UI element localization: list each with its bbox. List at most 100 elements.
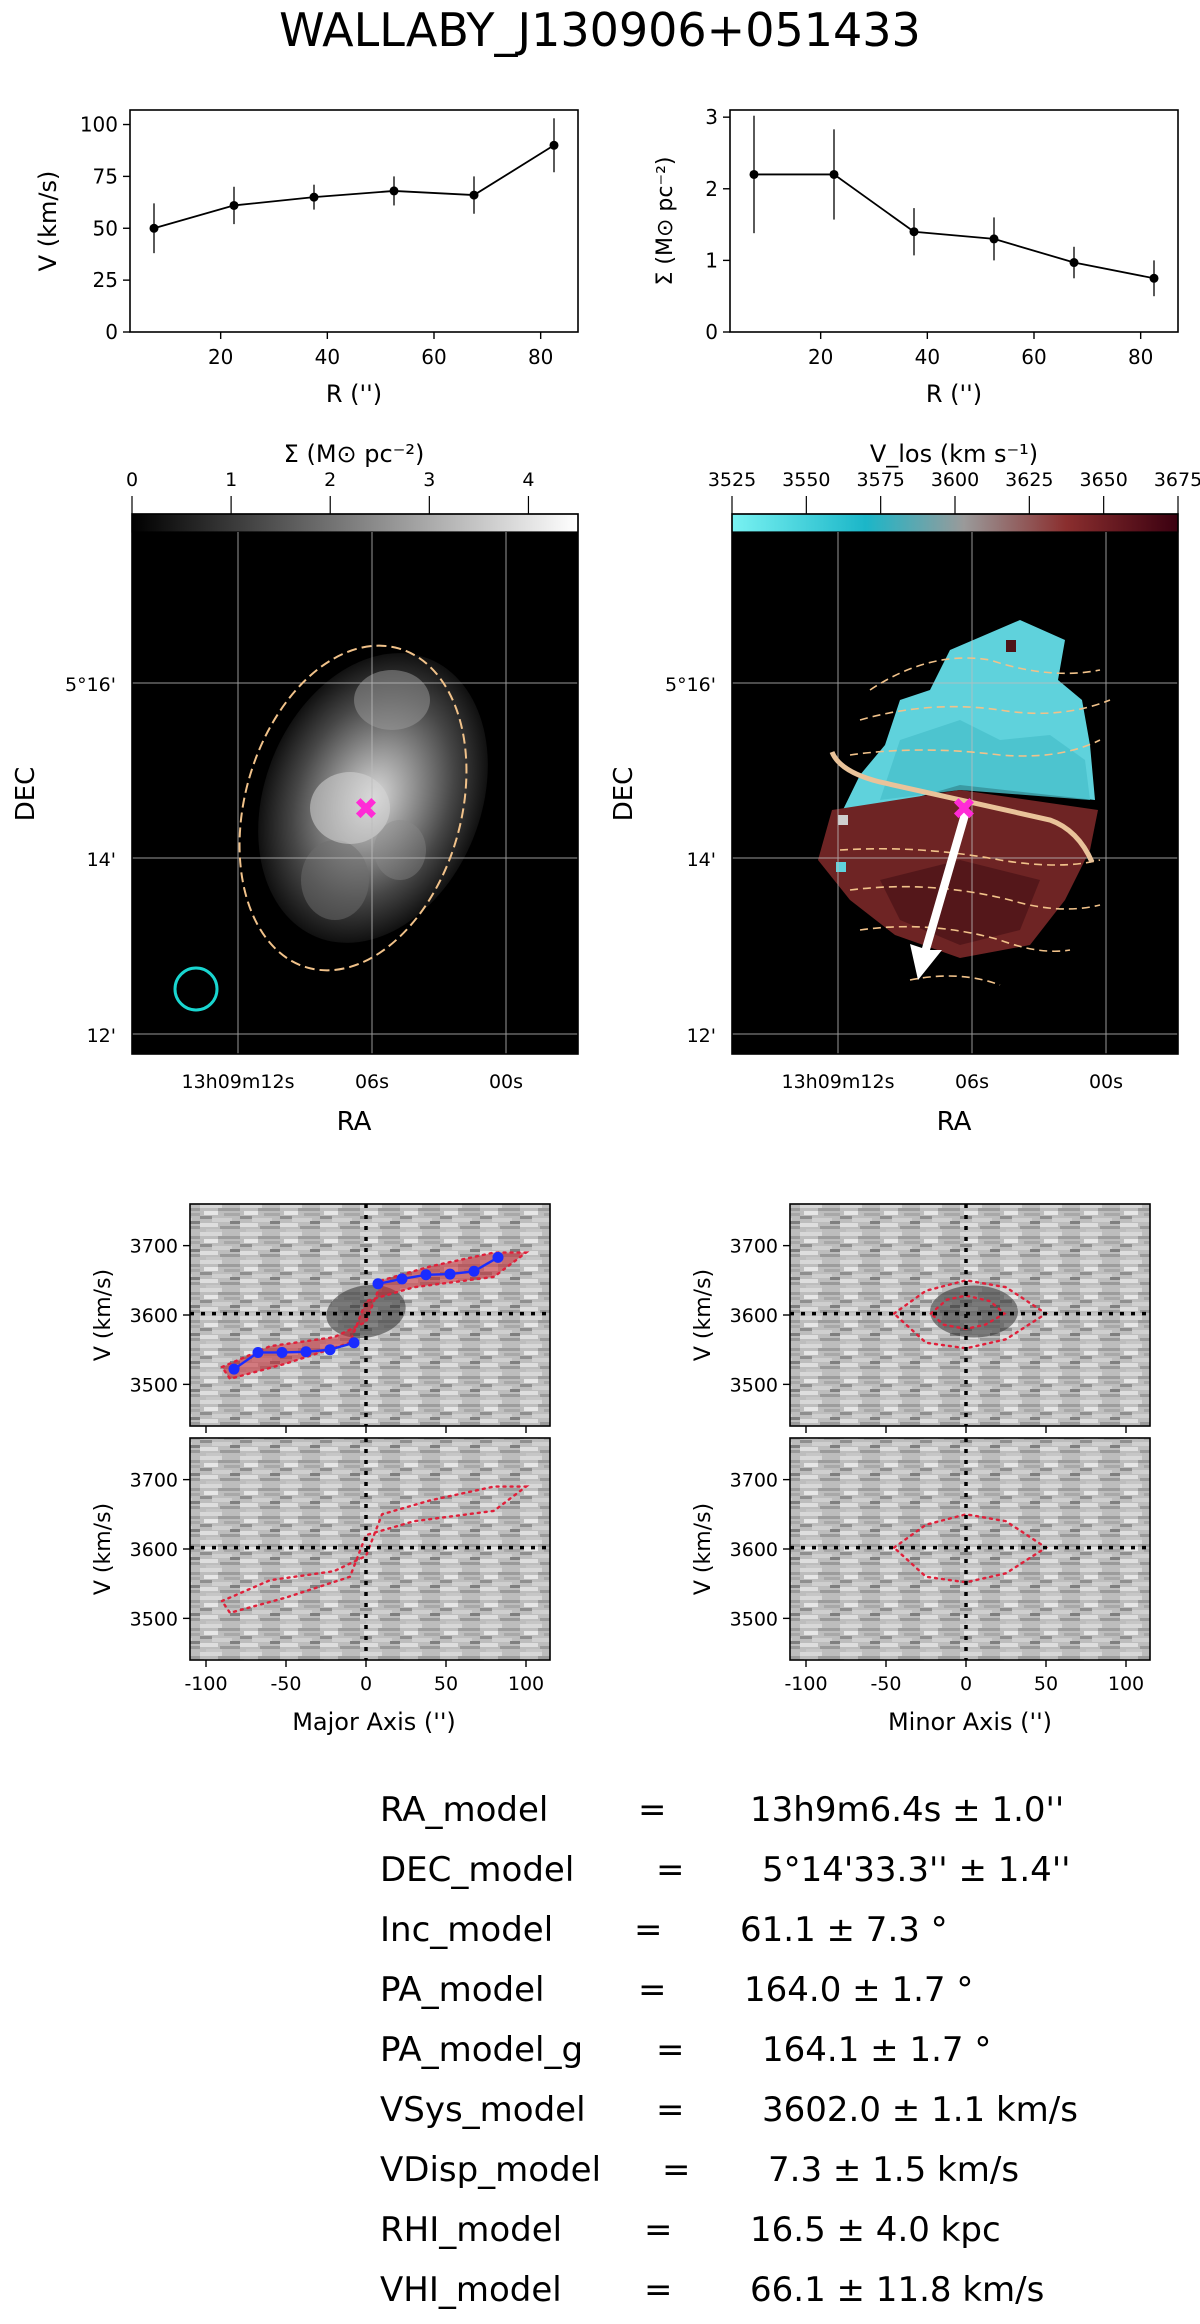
- map-y-tick-label: 5°16': [665, 674, 716, 696]
- param-value: 164.1 ± 1.7 °: [762, 2030, 992, 2070]
- y-tick-label: 3700: [130, 1470, 178, 1492]
- rotation-curve-frame: [129, 109, 579, 333]
- pv-major-data-panel: 3500 3600 3700 V (km/s): [91, 1203, 551, 1433]
- y-tick-label: 3500: [730, 1374, 778, 1396]
- y-tick-label: 3700: [730, 1470, 778, 1492]
- pv-rotation-point: [348, 1337, 360, 1349]
- param-value: 3602.0 ± 1.1 km/s: [762, 2090, 1078, 2130]
- param-value: 7.3 ± 1.5 km/s: [768, 2150, 1020, 2190]
- param-equals: =: [656, 2090, 685, 2130]
- moment0-center-marker: ✖: [353, 792, 378, 827]
- surface-density-xlabel: R (''): [926, 380, 982, 408]
- pv-rotation-point: [276, 1346, 288, 1358]
- pv-rotation-point: [492, 1251, 504, 1263]
- moment1-x-tick-labels: 13h09m12s 06s 00s: [782, 1071, 1124, 1093]
- moment0-panel: Σ (M⊙ pc⁻²) 0 1 2 3 4 ✖ 5°16' 14' 12' 13h09m12…: [11, 440, 579, 1137]
- map-x-tick-label: 06s: [955, 1071, 989, 1093]
- data-point: [229, 200, 239, 210]
- pv-ylabel: V (km/s): [91, 1503, 116, 1595]
- x-tick-label: 20: [208, 345, 233, 369]
- pv-rotation-point: [300, 1346, 312, 1358]
- colorbar-tick-label: 3525: [708, 469, 756, 491]
- y-tick-label: 3700: [730, 1236, 778, 1258]
- x-tick-label: 40: [315, 345, 340, 369]
- param-value: 164.0 ± 1.7 °: [744, 1970, 974, 2010]
- moment0-x-tick-labels: 13h09m12s 06s 00s: [182, 1071, 524, 1093]
- surface-density-panel: 0 1 2 3 20 40 60 80 R ('') Σ (M⊙ pc⁻²): [653, 105, 1179, 408]
- moment1-panel: V_los (km s⁻¹) 3525 3550 3575 3600 3625 3650 3…: [609, 440, 1200, 1137]
- pv-rotation-point: [468, 1265, 480, 1277]
- pv-major-panel: 3500 3600 3700 V (km/s) 3500 3600 3700 -100 -50…: [91, 1203, 551, 1736]
- y-tick-label: 0: [705, 320, 718, 344]
- colorbar-tick-label: 2: [324, 469, 336, 491]
- pv-emission: [930, 1285, 1018, 1338]
- param-name: VHI_model: [380, 2270, 562, 2310]
- param-equals: =: [644, 2210, 673, 2250]
- colorbar-tick-label: 1: [225, 469, 237, 491]
- map-y-tick-label: 12': [687, 1025, 716, 1047]
- moment1-isovelocity-contours: [839, 657, 1111, 986]
- moment1-xlabel: RA: [937, 1107, 972, 1137]
- x-tick-label: 50: [1034, 1673, 1058, 1695]
- param-equals: =: [662, 2150, 691, 2190]
- series-line: [153, 144, 555, 230]
- pv-minor-model-panel: 3500 3600 3700 -100 -50 0 50 100 V (km/s): [691, 1437, 1151, 1695]
- surface-density-ylabel: Σ (M⊙ pc⁻²): [653, 157, 678, 286]
- moment1-colorbar-label: V_los (km s⁻¹): [870, 440, 1038, 468]
- data-point: [1149, 273, 1159, 283]
- param-name: DEC_model: [380, 1850, 575, 1890]
- colorbar-tick-label: 3675: [1154, 469, 1200, 491]
- y-tick-label: 3600: [130, 1539, 178, 1561]
- x-tick-label: -100: [184, 1673, 227, 1695]
- pv-major-xlabel: Major Axis (''): [292, 1708, 456, 1736]
- param-name: PA_model_g: [380, 2030, 584, 2070]
- x-tick-label: 40: [915, 345, 940, 369]
- data-point: [989, 234, 999, 244]
- moment1-y-tick-labels: 5°16' 14' 12': [665, 674, 716, 1047]
- moment0-colorbar-label: Σ (M⊙ pc⁻²): [284, 440, 425, 468]
- colorbar-tick-label: 3: [423, 469, 435, 491]
- moment0-grid: [132, 532, 578, 1054]
- y-tick-label: 3: [705, 105, 718, 129]
- surface-density-series: [749, 115, 1159, 297]
- moment1-colorbar-ticks: 3525 3550 3575 3600 3625 3650 3675: [708, 469, 1200, 514]
- param-name: RHI_model: [380, 2210, 563, 2250]
- map-y-tick-label: 14': [687, 849, 716, 871]
- pv-major-model-panel: 3500 3600 3700 -100 -50 0 50 100 V (km/s): [91, 1437, 551, 1695]
- x-tick-label: 60: [421, 345, 446, 369]
- pv-rotation-point: [420, 1269, 432, 1281]
- param-equals: =: [644, 2270, 673, 2310]
- moment0-y-tick-labels: 5°16' 14' 12': [65, 674, 116, 1047]
- map-x-tick-label: 06s: [355, 1071, 389, 1093]
- moment0-ylabel: DEC: [11, 767, 41, 822]
- x-tick-label: 60: [1021, 345, 1046, 369]
- surface-density-frame: [729, 109, 1179, 333]
- moment0-galaxy: [258, 653, 488, 943]
- param-equals: =: [638, 1790, 667, 1830]
- data-point: [1069, 258, 1079, 268]
- param-value: 61.1 ± 7.3 °: [740, 1910, 948, 1950]
- moment0-colorbar-ticks: 0 1 2 3 4: [126, 469, 534, 514]
- pv-rotation-point: [396, 1273, 408, 1285]
- y-tick-label: 25: [93, 268, 118, 292]
- x-tick-label: -100: [784, 1673, 827, 1695]
- rotation-curve-ylabel: V (km/s): [34, 171, 62, 272]
- param-name: PA_model: [380, 1970, 545, 2010]
- y-tick-label: 2: [705, 177, 718, 201]
- param-value: 16.5 ± 4.0 kpc: [750, 2210, 1001, 2250]
- y-tick-label: 75: [93, 164, 118, 188]
- y-tick-label: 100: [80, 113, 118, 137]
- moment1-ylabel: DEC: [609, 767, 639, 822]
- series-line: [754, 173, 1155, 280]
- param-name: RA_model: [380, 1790, 549, 1830]
- pv-ylabel: V (km/s): [91, 1269, 116, 1361]
- beam-circle: [173, 966, 219, 1012]
- data-point: [749, 169, 759, 179]
- data-point: [829, 169, 839, 179]
- surface-density-x-ticks: 20 40 60 80: [808, 332, 1153, 369]
- pv-model-contour: [928, 1294, 1007, 1331]
- y-tick-label: 3500: [130, 1608, 178, 1630]
- pv-rotation-point: [324, 1344, 336, 1356]
- moment1-major-axis-line: [829, 750, 1095, 864]
